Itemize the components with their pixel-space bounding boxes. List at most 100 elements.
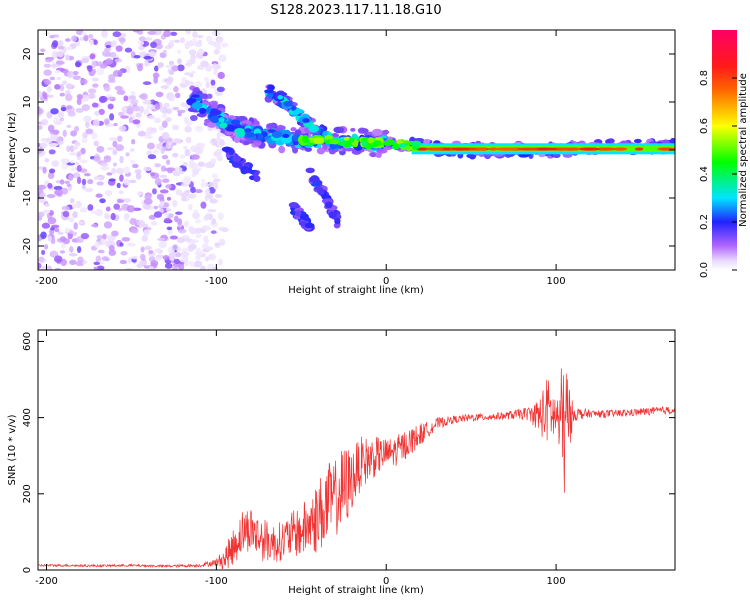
heatmap-cell — [392, 143, 400, 150]
heatmap-cell — [217, 212, 224, 221]
heatmap-cell — [495, 147, 519, 151]
heatmap-cell — [141, 235, 148, 242]
heatmap-cell — [71, 166, 78, 172]
heatmap-cell — [174, 39, 180, 43]
heatmap-cell — [192, 212, 201, 220]
heatmap-cell — [70, 130, 77, 137]
heatmap-cell — [50, 108, 59, 115]
heatmap-cell — [76, 176, 82, 185]
heatmap-cell — [143, 108, 150, 116]
x-tick-label: -100 — [205, 276, 228, 287]
heatmap-cell — [243, 140, 251, 145]
heatmap-cell — [104, 189, 113, 197]
heatmap-cell — [221, 146, 233, 152]
heatmap-cell — [200, 265, 206, 270]
heatmap-cell — [80, 78, 88, 85]
heatmap-cell — [91, 102, 99, 108]
heatmap-cell — [137, 64, 143, 72]
heatmap-cell — [182, 161, 188, 167]
heatmap-cell — [187, 244, 194, 252]
heatmap-cell — [53, 255, 63, 263]
heatmap-cell — [183, 179, 191, 185]
snr-y-label: SNR (10 * v/v) — [7, 414, 18, 485]
heatmap-cell — [148, 214, 156, 220]
heatmap-cell — [230, 119, 241, 125]
heatmap-cell — [114, 85, 123, 91]
spectrogram-heat — [38, 30, 675, 270]
heatmap-cell — [161, 154, 169, 160]
heatmap-cell — [212, 63, 218, 70]
heatmap-cell — [124, 267, 133, 270]
heatmap-cell — [204, 162, 214, 169]
heatmap-cell — [41, 249, 46, 256]
heatmap-cell — [175, 211, 183, 215]
heatmap-cell — [196, 112, 207, 117]
heatmap-cell — [156, 143, 165, 150]
heatmap-cell — [105, 44, 111, 49]
heatmap-cell — [218, 226, 224, 231]
heatmap-cell — [161, 120, 168, 128]
heatmap-cell — [164, 262, 173, 269]
heatmap-cell — [188, 98, 197, 103]
heatmap-cell — [100, 162, 109, 167]
heatmap-cell — [81, 184, 86, 190]
heatmap-cell — [183, 258, 189, 267]
heatmap-cell — [317, 188, 325, 196]
heatmap-cell — [179, 192, 189, 198]
heatmap-cell — [218, 238, 226, 246]
heatmap-cell — [81, 137, 88, 144]
heatmap-cell — [44, 79, 52, 86]
heatmap-cell — [380, 130, 390, 134]
heatmap-cell — [633, 138, 642, 144]
heatmap-cell — [281, 136, 292, 144]
heatmap-cell — [199, 93, 208, 99]
heatmap-cell — [309, 175, 320, 184]
heatmap-cell — [194, 219, 202, 224]
heatmap-cell — [154, 178, 162, 186]
heatmap-cell — [61, 205, 70, 211]
y-tick-label: 20 — [22, 48, 33, 61]
heatmap-cell — [305, 167, 315, 174]
heatmap-cell — [203, 235, 209, 242]
colorbar-gradient — [712, 30, 737, 270]
heatmap-cell — [111, 230, 119, 237]
heatmap-cell — [103, 155, 112, 163]
heatmap-cell — [181, 247, 188, 253]
heatmap-cell — [178, 263, 185, 270]
heatmap-cell — [138, 36, 146, 42]
heatmap-cell — [204, 188, 211, 195]
heatmap-cell — [194, 81, 203, 88]
heatmap-cell — [76, 245, 82, 253]
heatmap-cell — [91, 132, 98, 140]
heatmap-cell — [38, 184, 47, 190]
heatmap-cell — [38, 262, 42, 269]
heatmap-cell — [189, 260, 195, 267]
heatmap-cell — [79, 37, 85, 41]
heatmap-cell — [146, 127, 155, 135]
heatmap-cell — [57, 40, 64, 47]
heatmap-cell — [96, 265, 105, 270]
heatmap-cell — [612, 147, 628, 151]
heatmap-cell — [166, 196, 172, 201]
heatmap-cell — [371, 128, 383, 136]
heatmap-cell — [153, 149, 159, 154]
heatmap-cell — [80, 232, 90, 240]
heatmap-cell — [162, 49, 168, 54]
heatmap-cell — [292, 110, 299, 116]
heatmap-cell — [146, 104, 155, 110]
heatmap-cell — [144, 194, 152, 200]
heatmap-cell — [110, 40, 117, 48]
heatmap-cell — [57, 45, 65, 50]
y-tick-label: 200 — [22, 484, 33, 503]
heatmap-cell — [126, 107, 134, 115]
heatmap-cell — [44, 203, 50, 207]
heatmap-cell — [308, 124, 320, 133]
heatmap-cell — [155, 257, 162, 261]
heatmap-cell — [211, 173, 218, 179]
heatmap-cell — [595, 147, 618, 151]
heatmap-cell — [424, 147, 445, 151]
heatmap-cell — [291, 105, 297, 112]
heatmap-cell — [387, 138, 395, 145]
heatmap-cell — [124, 47, 133, 53]
heatmap-cell — [399, 143, 407, 148]
